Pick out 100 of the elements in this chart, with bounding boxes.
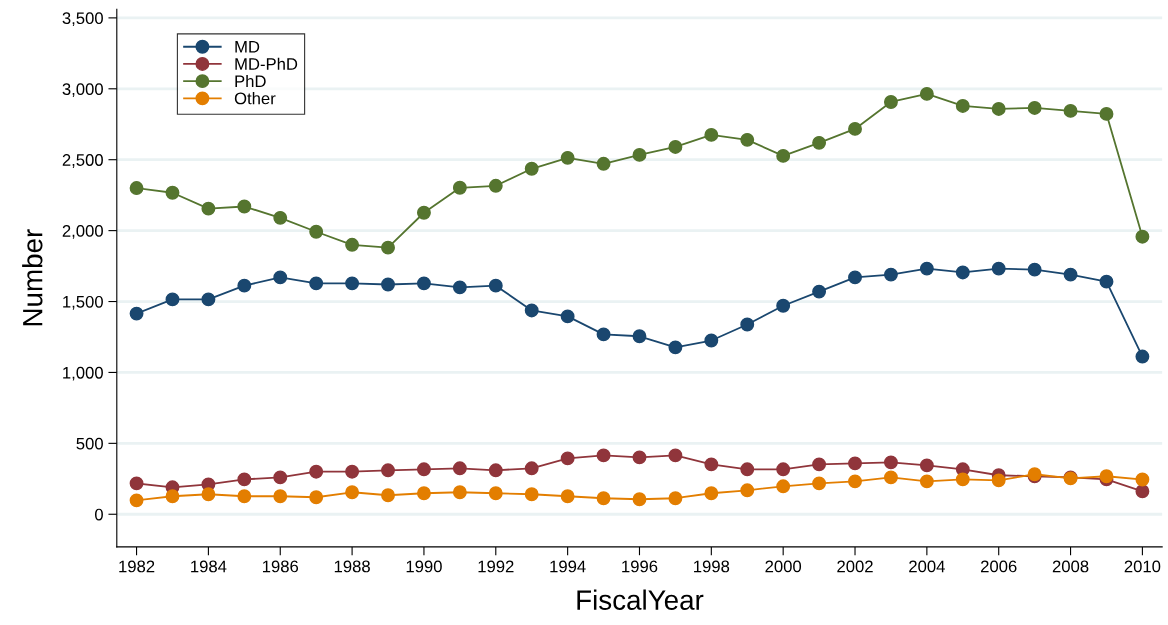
x-tick-label: 1998 [694, 560, 730, 573]
point [955, 265, 970, 280]
x-tick-label: 1992 [478, 560, 514, 573]
point [1027, 100, 1042, 115]
y-tick-label: 1,500 [63, 295, 103, 310]
x-tick-label: 1986 [262, 560, 299, 573]
point [991, 473, 1006, 488]
point [596, 491, 611, 506]
point [416, 276, 431, 291]
point [560, 150, 575, 165]
point [452, 461, 467, 476]
y-tick-label: 1,000 [63, 366, 103, 381]
point [560, 451, 575, 466]
point [381, 463, 395, 478]
y-tick-label: 500 [76, 437, 103, 450]
point [991, 261, 1006, 276]
point [201, 292, 216, 307]
point [812, 457, 827, 472]
point [1099, 274, 1114, 289]
point [309, 224, 324, 239]
point [776, 298, 791, 313]
point [919, 474, 934, 489]
point [524, 461, 539, 476]
point [201, 201, 216, 216]
x-tick-label: 1982 [119, 560, 155, 573]
point [381, 277, 395, 292]
y-axis-title: Number [22, 229, 43, 326]
point [345, 276, 360, 291]
point [632, 147, 647, 162]
y-tick-label: 0 [94, 508, 103, 521]
point [919, 458, 934, 473]
point [273, 489, 288, 504]
point [488, 178, 503, 193]
point [273, 470, 288, 485]
point [345, 485, 360, 500]
point [740, 483, 755, 498]
point [1027, 262, 1042, 277]
point [1135, 229, 1150, 244]
point [812, 476, 827, 491]
point [883, 95, 898, 109]
y-tick-label: 2,000 [62, 225, 103, 239]
legend-label: Other [234, 92, 276, 105]
point [632, 450, 647, 465]
point [452, 485, 467, 500]
point [416, 486, 431, 501]
point [524, 161, 539, 176]
point [740, 317, 755, 332]
point [201, 487, 216, 502]
point [919, 86, 934, 101]
point [416, 205, 431, 220]
legend-label: PhD [235, 74, 266, 87]
point [345, 237, 360, 252]
point [632, 329, 647, 344]
point [704, 486, 719, 501]
x-tick-label: 1988 [334, 560, 370, 573]
x-tick-label: 2010 [1124, 560, 1161, 573]
point [848, 456, 862, 471]
x-tick-label: 2006 [981, 560, 1017, 573]
point [776, 462, 791, 477]
legend-label: MD-PhD [235, 57, 298, 70]
y-tick-label: 3,500 [62, 12, 103, 27]
point [560, 309, 575, 324]
point [381, 240, 395, 255]
point [883, 455, 898, 470]
point [704, 333, 719, 348]
point [955, 472, 970, 487]
point [1135, 484, 1150, 499]
point [129, 181, 144, 196]
point [452, 280, 467, 295]
x-tick-label: 1996 [622, 560, 658, 573]
point [668, 491, 683, 506]
point [237, 489, 252, 504]
point [309, 276, 324, 291]
point [955, 99, 970, 113]
point [237, 278, 252, 293]
point [560, 489, 575, 504]
x-tick-label: 2002 [837, 560, 873, 573]
point [596, 448, 611, 463]
point [812, 284, 827, 299]
point [776, 479, 791, 494]
point [632, 492, 647, 507]
point [524, 487, 539, 502]
x-axis-title: FiscalYear [577, 589, 704, 610]
point [129, 306, 144, 321]
point [165, 489, 180, 504]
point [165, 292, 180, 307]
point [129, 476, 144, 491]
point [740, 462, 755, 477]
point [596, 327, 611, 342]
point [704, 457, 719, 472]
point [883, 267, 898, 282]
x-tick-label: 1994 [550, 560, 586, 573]
point [668, 340, 683, 355]
point [165, 185, 180, 200]
point [883, 470, 898, 485]
x-tick-label: 1990 [406, 560, 442, 573]
x-tick-label: 2000 [765, 560, 802, 573]
x-tick-label: 2004 [909, 560, 945, 573]
point [740, 132, 755, 147]
point [273, 270, 288, 285]
